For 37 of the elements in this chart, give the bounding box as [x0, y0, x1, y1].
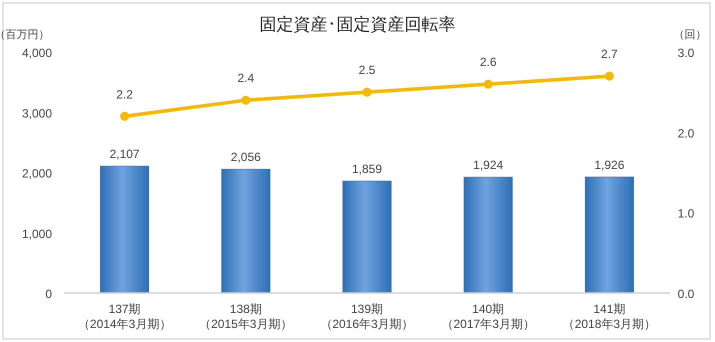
y-tick-label: 1,000 — [22, 226, 52, 241]
y-axis-title: （百万円） — [0, 29, 50, 41]
y-tick-label: 3,000 — [22, 106, 52, 120]
x-tick-label: 138期（2015年3月期） — [199, 302, 292, 331]
data-label: 1,926 — [594, 158, 625, 172]
data-label: 2.2 — [116, 87, 134, 102]
y-tick-label: 4,000 — [22, 46, 52, 60]
point — [120, 112, 130, 121]
data-label: 2,056 — [230, 150, 262, 164]
point — [241, 96, 250, 105]
x-tick-label: 139期（2016年3月期） — [320, 302, 414, 331]
point — [484, 80, 493, 89]
y-tick-label: 0 — [45, 287, 52, 301]
bar — [584, 176, 634, 294]
y-tick-label: 2,000 — [22, 166, 52, 180]
x-tick-label: 140期（2017年3月期） — [442, 302, 535, 331]
chart-title: 固定資産･固定資産回転率 — [260, 15, 456, 34]
bar — [342, 180, 392, 294]
bar — [464, 176, 513, 294]
y2-tick-label: 2.0 — [678, 126, 695, 140]
x-tick-label: 137期（2014年3月期） — [78, 302, 172, 331]
y2-tick-label: 1.0 — [678, 206, 695, 221]
data-label: 2.4 — [237, 71, 254, 86]
x-tick-label: 141期（2018年3月期） — [562, 302, 656, 331]
bar — [100, 166, 150, 294]
data-label: 2.5 — [358, 63, 376, 78]
y2-axis-title: （回） — [674, 29, 706, 41]
data-label: 1,859 — [352, 162, 382, 176]
data-label: 2.6 — [480, 55, 497, 70]
bar — [221, 168, 270, 294]
y2-tick-label: 0.0 — [678, 287, 695, 301]
data-label: 1,924 — [473, 158, 504, 172]
data-label: 2,107 — [110, 147, 140, 162]
point — [604, 72, 614, 81]
data-label: 2.7 — [601, 47, 618, 62]
point — [362, 88, 372, 97]
y2-tick-label: 3.0 — [678, 46, 695, 60]
